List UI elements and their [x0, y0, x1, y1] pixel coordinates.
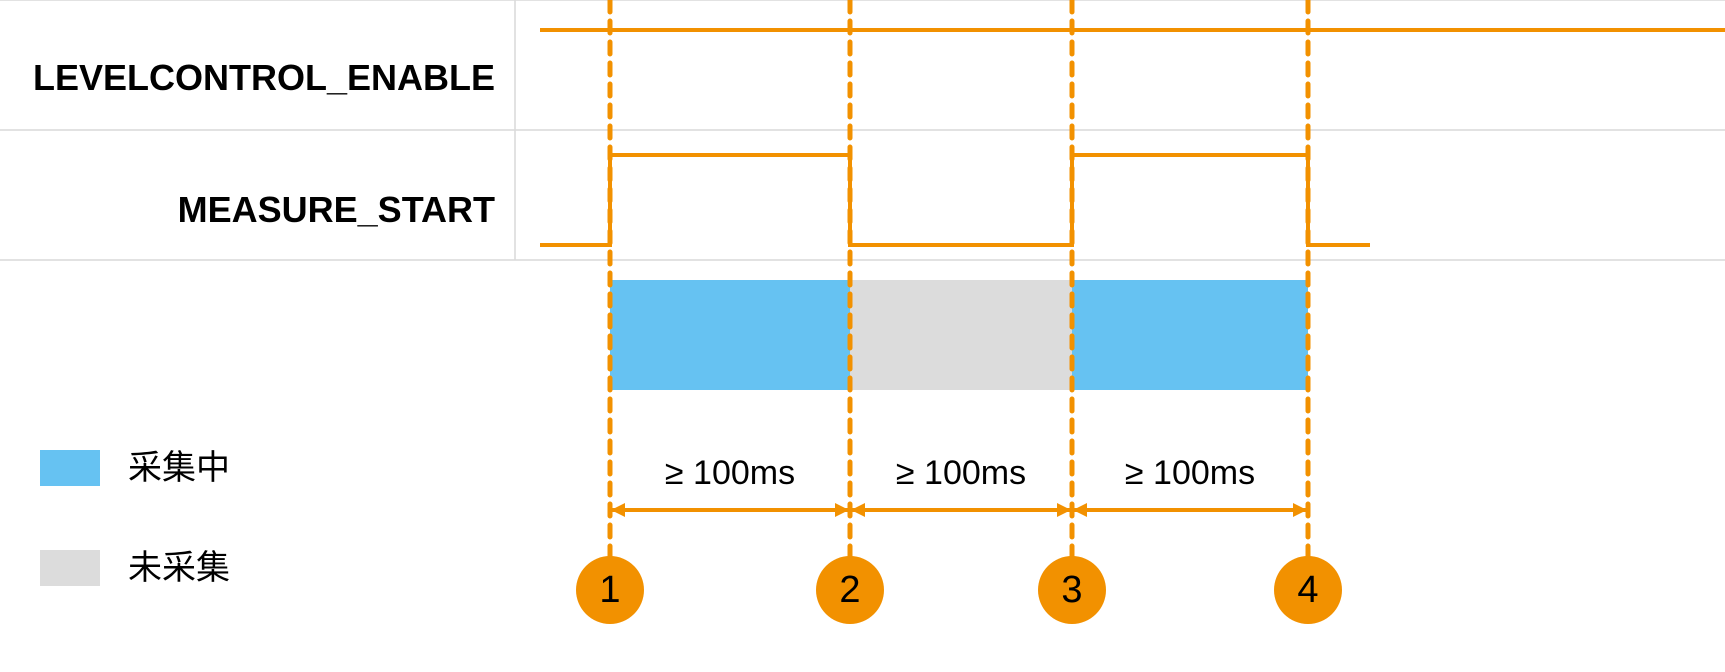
status-segment: [850, 280, 1072, 390]
timing-diagram: ≥ 100ms ≥ 100ms ≥ 100ms 1 2 3 4 LEVELCONTROL_EN…: [0, 0, 1725, 672]
legend-label: 采集中: [128, 449, 230, 487]
event-marker-label: 2: [839, 569, 860, 611]
legend-label: 未采集: [128, 549, 230, 587]
legend-swatch: [40, 450, 100, 486]
dimension-label: ≥ 100ms: [1125, 454, 1255, 492]
signal-label-levelcontrol-enable: LEVELCONTROL_ENABLE: [33, 57, 495, 98]
legend-swatch: [40, 550, 100, 586]
event-marker-label: 1: [599, 569, 620, 611]
status-segment: [1072, 280, 1308, 390]
status-segment: [610, 280, 850, 390]
event-marker-label: 3: [1061, 569, 1082, 611]
signal-label-measure-start: MEASURE_START: [178, 189, 495, 230]
dimension-label: ≥ 100ms: [896, 454, 1026, 492]
measure-start-waveform: [540, 155, 1370, 245]
dimension-label: ≥ 100ms: [665, 454, 795, 492]
timing-diagram-svg: ≥ 100ms ≥ 100ms ≥ 100ms 1 2 3 4 LEVELCONTROL_EN…: [0, 0, 1725, 672]
event-marker-label: 4: [1297, 569, 1318, 611]
